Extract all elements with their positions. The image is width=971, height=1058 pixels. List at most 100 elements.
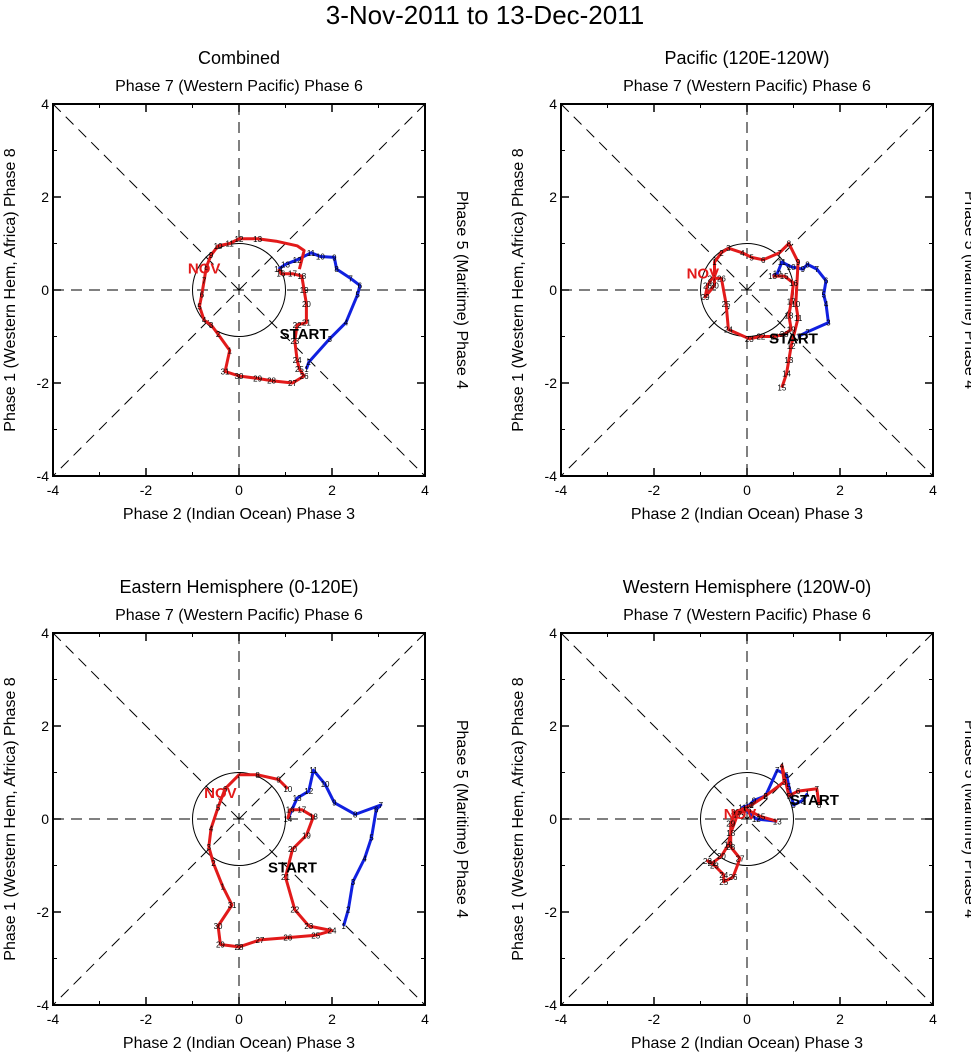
chart-2-month-label: NOV (204, 785, 237, 802)
chart-1-day-label: 4 (740, 249, 745, 258)
chart-3-x-tick-label: 4 (929, 1011, 937, 1027)
chart-0-day-label: 23 (290, 337, 299, 346)
chart-2-day-label: 30 (214, 922, 223, 931)
chart-2-series-0-line (286, 768, 383, 927)
chart-3-y-tick-label: -2 (545, 904, 558, 920)
chart-0-day-label: 8 (204, 263, 209, 272)
chart-0-day-label: 10 (316, 253, 325, 262)
chart-0-day-label: 3 (209, 321, 214, 330)
chart-0-day-label: 1 (227, 346, 232, 355)
chart-3-y-tick-label: 2 (549, 718, 557, 734)
chart-0-panel: Combined Phase 7 (Western Pacific) Phase … (2, 48, 470, 523)
chart-1-day-label: 14 (782, 370, 791, 379)
chart-2-day-label: 13 (293, 794, 302, 803)
chart-1-day-label: 8 (787, 240, 792, 249)
chart-0-y-tick-label: 4 (41, 96, 49, 112)
chart-2-x-tick-label: -2 (140, 1011, 153, 1027)
chart-1-x-tick-label: -2 (648, 482, 661, 498)
chart-1-y-tick-label: 0 (549, 282, 557, 298)
chart-2-day-label: 9 (276, 775, 281, 784)
chart-0-day-label: 2 (307, 358, 312, 367)
chart-0-x-tick-label: 4 (421, 482, 429, 498)
chart-0-series-1-line (198, 237, 308, 385)
chart-1-x-tick-label: 4 (929, 482, 937, 498)
chart-1-x-tick-label: 0 (743, 482, 751, 498)
chart-1-day-label: 23 (745, 335, 754, 344)
chart-1-day-label: 15 (780, 272, 789, 281)
chart-0-day-label: 28 (267, 377, 276, 386)
chart-1-right-phase-label: Phase 5 (Maritime) Phase 4 (961, 191, 971, 389)
chart-0-day-label: 4 (344, 319, 349, 328)
chart-2-bottom-phase-label: Phase 2 (Indian Ocean) Phase 3 (123, 1035, 355, 1052)
chart-3-month-label: NOV (724, 806, 757, 823)
chart-3-day-label: 7 (775, 766, 780, 775)
chart-2-x-tick-label: 2 (328, 1011, 336, 1027)
chart-0-day-label: 9 (332, 253, 337, 262)
chart-0-day-label: 9 (209, 251, 214, 260)
chart-1-day-label: 5 (749, 253, 754, 262)
chart-1-diagonal-line (560, 103, 934, 477)
chart-3-day-label: 28 (726, 843, 735, 852)
chart-3-day-label: 22 (703, 857, 712, 866)
chart-0-start-label: START (280, 326, 329, 343)
chart-3-day-label: 1 (805, 789, 810, 798)
chart-3-top-phase-label: Phase 7 (Western Pacific) Phase 6 (623, 607, 871, 624)
chart-3-day-label: 5 (787, 782, 792, 791)
chart-3-y-tick-label: 0 (549, 811, 557, 827)
chart-0-day-label: 24 (293, 356, 302, 365)
chart-3-day-label: 20 (717, 852, 726, 861)
chart-0-day-label: 7 (202, 277, 207, 286)
chart-3-day-label: 18 (726, 829, 735, 838)
chart-1-day-label: 24 (724, 326, 733, 335)
chart-2-y-tick-label: -4 (37, 997, 50, 1013)
chart-1-title: Pacific (120E-120W) (664, 48, 829, 68)
chart-3-left-phase-label: Phase 1 (Western Hem, Africa) Phase 8 (510, 677, 527, 960)
chart-1-day-label: 26 (717, 274, 726, 283)
chart-3-bottom-phase-label: Phase 2 (Indian Ocean) Phase 3 (631, 1035, 863, 1052)
chart-0-day-label: 30 (235, 372, 244, 381)
chart-3-day-label: 8 (817, 801, 822, 810)
chart-3-day-label: 26 (729, 873, 738, 882)
chart-0-day-label: 19 (300, 286, 309, 295)
chart-2-day-label: 22 (290, 906, 299, 915)
chart-1-day-label: 3 (726, 244, 731, 253)
chart-3-day-label: 17 (733, 810, 742, 819)
chart-0-day-label: 22 (293, 321, 302, 330)
chart-2-day-label: 6 (223, 785, 228, 794)
chart-2-day-label: 31 (228, 901, 237, 910)
chart-2-top-phase-label: Phase 7 (Western Pacific) Phase 6 (115, 607, 363, 624)
chart-1-top-phase-label: Phase 7 (Western Pacific) Phase 6 (623, 78, 871, 95)
chart-0-day-label: 6 (358, 281, 363, 290)
chart-2-day-label: 25 (311, 931, 320, 940)
chart-3-start-label: START (790, 792, 839, 809)
chart-0-day-label: 31 (221, 367, 230, 376)
chart-3-day-label: 9 (752, 796, 757, 805)
chart-1-series-1-line (703, 242, 800, 389)
chart-0-day-label: 5 (355, 291, 360, 300)
chart-0-y-tick-label: -4 (37, 468, 50, 484)
chart-3-day-label: 13 (773, 817, 782, 826)
chart-0-top-phase-label: Phase 7 (Western Pacific) Phase 6 (115, 78, 363, 95)
chart-3-day-label: 4 (780, 762, 785, 771)
chart-2-day-label: 8 (353, 810, 358, 819)
chart-0-day-label: 20 (302, 300, 311, 309)
chart-1-series-0-line (771, 260, 830, 338)
chart-2-day-label: 2 (211, 859, 216, 868)
chart-0-day-label: 29 (253, 374, 262, 383)
chart-1-day-label: 16 (789, 279, 798, 288)
chart-3-day-label: 24 (719, 871, 728, 880)
chart-0-x-tick-label: 2 (328, 482, 336, 498)
chart-1-y-tick-label: -2 (545, 375, 558, 391)
chart-1-day-label: 10 (787, 263, 796, 272)
chart-0-day-label: 4 (202, 316, 207, 325)
chart-3-day-label: 7 (815, 785, 820, 794)
chart-1-panel: Pacific (120E-120W) Phase 7 (Western Paci… (510, 48, 971, 523)
chart-0-day-label: 18 (297, 272, 306, 281)
chart-3-diagonal-line (560, 632, 934, 1006)
chart-3-day-label: 1 (749, 801, 754, 810)
chart-0-day-label: 17 (288, 270, 297, 279)
chart-0-day-label: 12 (293, 256, 302, 265)
chart-0-day-label: 16 (276, 270, 285, 279)
chart-2-day-label: 10 (283, 785, 292, 794)
